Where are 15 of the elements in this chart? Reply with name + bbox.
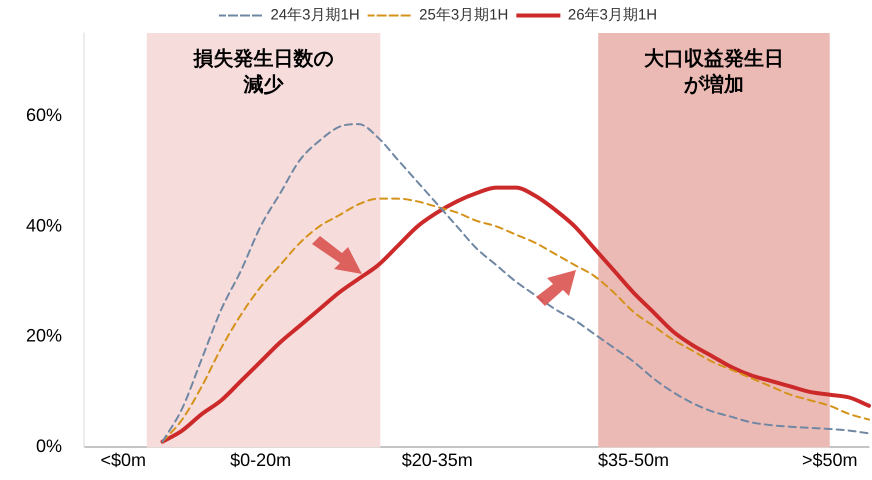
y-tick-label: 20% (26, 326, 62, 346)
legend-label: 25年3月期1H (419, 6, 508, 24)
annotation: 損失発生日数の減少 (192, 45, 335, 97)
x-tick-label: >$50m (802, 450, 858, 470)
y-tick-label: 60% (26, 104, 62, 125)
y-tick-label: 0% (36, 436, 62, 456)
legend-label: 26年3月期1H (568, 6, 658, 24)
x-tick-label: $20-35m (402, 450, 473, 470)
x-tick-label: $35-50m (598, 450, 670, 470)
legend-label: 24年3月期1H (270, 6, 360, 24)
x-tick-label: <$0m (100, 450, 146, 470)
line-series (162, 123, 870, 443)
y-tick-label: 40% (26, 215, 62, 236)
annotation: 大口収益発生日が増加 (642, 45, 785, 97)
x-tick-label: $0-20m (230, 450, 292, 470)
